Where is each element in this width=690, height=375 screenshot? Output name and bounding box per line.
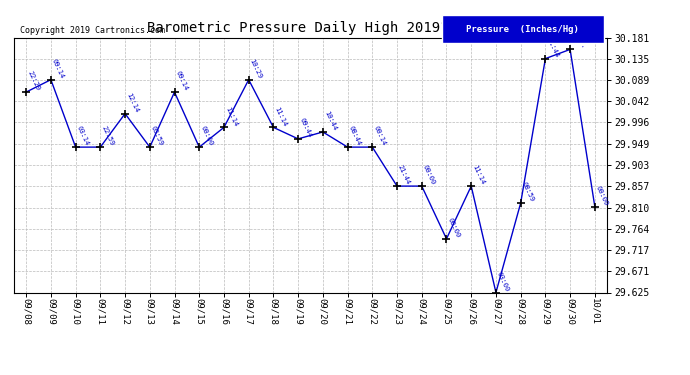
Text: 00:00: 00:00 [446, 217, 461, 239]
Text: 08:59: 08:59 [521, 181, 535, 203]
Text: 11:14: 11:14 [224, 106, 238, 128]
Text: Copyright 2019 Cartronics.com: Copyright 2019 Cartronics.com [20, 26, 165, 35]
Text: 12:14: 12:14 [125, 92, 139, 114]
Text: Pressure  (Inches/Hg): Pressure (Inches/Hg) [466, 25, 579, 34]
Text: 22:29: 22:29 [26, 70, 41, 92]
Title: Barometric Pressure Daily High 20191002: Barometric Pressure Daily High 20191002 [147, 21, 474, 35]
Text: 09:14: 09:14 [51, 58, 66, 80]
Text: 10:29: 10:29 [248, 58, 263, 80]
Text: 08:44: 08:44 [348, 125, 362, 147]
Text: 21:44: 21:44 [397, 164, 411, 186]
Text: 10:44: 10:44 [323, 110, 337, 132]
Text: 09:44: 09:44 [298, 117, 313, 139]
Text: 11:14: 11:14 [273, 106, 288, 128]
Text: 03:14: 03:14 [76, 125, 90, 147]
Text: 00:14: 00:14 [373, 125, 386, 147]
Text: 00:00: 00:00 [422, 164, 436, 186]
Text: 00:00: 00:00 [199, 125, 214, 147]
Text: 03:00: 03:00 [496, 271, 511, 292]
Text: 11:44: 11:44 [545, 37, 560, 58]
Text: 03:59: 03:59 [150, 125, 164, 147]
Text: 11:14: 11:14 [471, 164, 486, 186]
Text: 22:59: 22:59 [100, 125, 115, 147]
Text: 05:...: 05:... [570, 24, 586, 50]
Text: 00:00: 00:00 [595, 185, 609, 207]
Text: 09:14: 09:14 [175, 70, 189, 92]
